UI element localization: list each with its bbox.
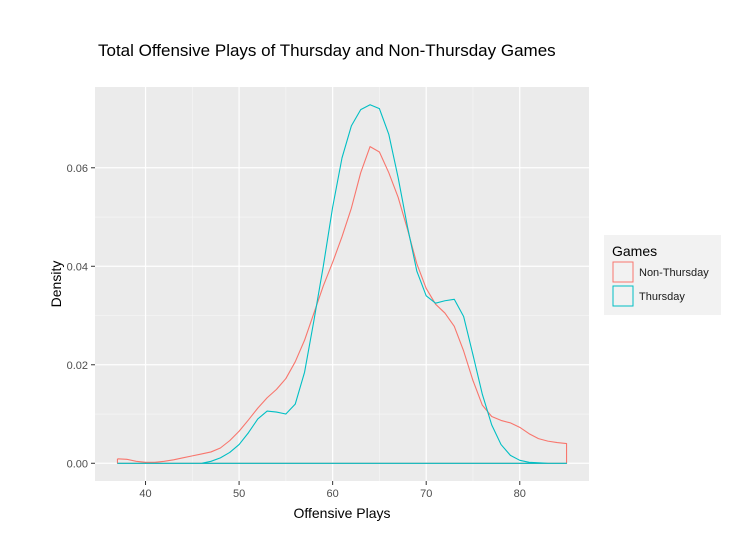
legend-key-thursday bbox=[612, 285, 634, 307]
legend-key-non-thursday bbox=[612, 261, 634, 283]
x-tick-label: 50 bbox=[233, 488, 245, 500]
x-tick-label: 40 bbox=[139, 488, 151, 500]
y-tick-label: 0.00 bbox=[67, 458, 88, 470]
legend-swatch-0 bbox=[612, 261, 634, 283]
legend-label-thursday: Thursday bbox=[639, 291, 685, 303]
x-axis: 40 50 60 70 80 bbox=[139, 481, 526, 500]
legend-title: Games bbox=[612, 243, 657, 259]
density-curve-thursday bbox=[117, 104, 568, 464]
density-curves bbox=[116, 104, 568, 464]
chart-title: Total Offensive Plays of Thursday and No… bbox=[98, 41, 556, 60]
x-tick-label: 80 bbox=[514, 488, 526, 500]
x-tick-label: 70 bbox=[420, 488, 432, 500]
y-tick-label: 0.02 bbox=[67, 360, 88, 372]
legend-label-non-thursday: Non-Thursday bbox=[639, 267, 709, 279]
legend: Games Non-Thursday Thursday bbox=[604, 235, 721, 315]
y-axis-label: Density bbox=[48, 261, 64, 308]
y-tick-label: 0.04 bbox=[67, 261, 88, 273]
plot-panel bbox=[95, 87, 589, 481]
x-tick-label: 60 bbox=[327, 488, 339, 500]
density-curve-non-thursday bbox=[116, 146, 568, 464]
y-axis: 0.00 0.02 0.04 0.06 bbox=[67, 163, 95, 470]
legend-swatch-1 bbox=[612, 285, 634, 307]
x-axis-label: Offensive Plays bbox=[293, 505, 390, 521]
y-tick-label: 0.06 bbox=[67, 163, 88, 175]
